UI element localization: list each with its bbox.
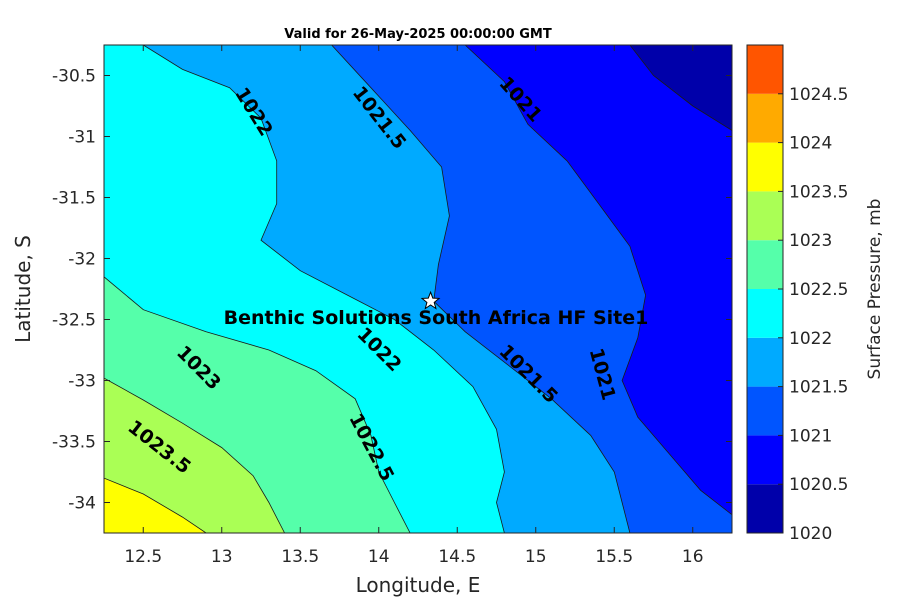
colorbar-segment bbox=[747, 142, 783, 192]
y-tick-label: -32 bbox=[68, 250, 96, 270]
x-tick-label: 16 bbox=[682, 547, 704, 567]
contour-line-1021.5 bbox=[331, 45, 631, 533]
y-tick-label: -33 bbox=[68, 372, 96, 392]
plot-area bbox=[104, 45, 732, 533]
contour-line-1023.5 bbox=[104, 477, 207, 533]
colorbar-segment bbox=[747, 386, 783, 436]
contour-line-1020.5 bbox=[629, 45, 732, 131]
plot-frame bbox=[103, 44, 733, 534]
colorbar-tick-label: 1022.5 bbox=[789, 280, 848, 300]
y-tick-label: -30.5 bbox=[52, 67, 96, 87]
colorbar-tick-label: 1021 bbox=[789, 426, 832, 446]
contour-line-1023 bbox=[104, 377, 285, 533]
contour-line-1022.5 bbox=[104, 276, 411, 533]
colorbar-tick-label: 1021.5 bbox=[789, 378, 848, 398]
colorbar-tick-label: 1020.5 bbox=[789, 475, 848, 495]
colorbar-tick-label: 1024 bbox=[789, 134, 832, 154]
y-tick-label: -33.5 bbox=[52, 433, 96, 453]
colorbar-segment bbox=[747, 337, 783, 387]
colorbar-tick-label: 1023 bbox=[789, 231, 832, 251]
contour-band-1023 bbox=[104, 378, 285, 533]
x-tick-label: 14.5 bbox=[438, 547, 476, 567]
x-tick-label: 15 bbox=[525, 547, 547, 567]
x-tick-label: 13 bbox=[211, 547, 233, 567]
x-tick-label: 15.5 bbox=[595, 547, 633, 567]
y-tick-label: -34 bbox=[68, 494, 96, 514]
colorbar-tick-label: 1023.5 bbox=[789, 182, 848, 202]
colorbar-segment bbox=[747, 435, 783, 485]
colorbar-tick-label: 1020 bbox=[789, 524, 832, 544]
colorbar-segment bbox=[747, 45, 783, 94]
colorbar-tick-label: 1022 bbox=[789, 329, 832, 349]
colorbar-segment bbox=[747, 289, 783, 338]
site-label: Benthic Solutions South Africa HF Site1 bbox=[224, 307, 649, 329]
site-star-icon bbox=[420, 290, 441, 310]
colorbar-segment bbox=[747, 93, 783, 143]
y-tick-label: -31.5 bbox=[52, 189, 96, 209]
y-tick-label: -32.5 bbox=[52, 311, 96, 331]
x-tick-label: 12.5 bbox=[124, 547, 162, 567]
contour-band-1023.5 bbox=[104, 478, 207, 533]
y-axis-label: Latitude, S bbox=[11, 235, 35, 343]
x-axis-label: Longitude, E bbox=[356, 573, 481, 597]
colorbar-segment bbox=[747, 484, 783, 533]
contour-band-1020.5 bbox=[465, 45, 732, 515]
colorbar-segment bbox=[747, 240, 783, 289]
colorbar-tick-label: 1024.5 bbox=[789, 85, 848, 105]
chart-title: Valid for 26-May-2025 00:00:00 GMT bbox=[284, 27, 552, 42]
colorbar-label: Surface Pressure, mb bbox=[865, 199, 885, 380]
x-tick-label: 13.5 bbox=[281, 547, 319, 567]
colorbar-segment bbox=[747, 191, 783, 241]
x-tick-label: 14 bbox=[368, 547, 390, 567]
contour-line-1021 bbox=[464, 45, 732, 516]
y-tick-label: -31 bbox=[68, 128, 96, 148]
colorbar: 1020 1020.5 1021 1021.5 1022 1022.5 1023 1023.5… bbox=[746, 44, 848, 544]
contour-band-1020 bbox=[629, 45, 732, 131]
contour-line-1022 bbox=[143, 45, 505, 533]
